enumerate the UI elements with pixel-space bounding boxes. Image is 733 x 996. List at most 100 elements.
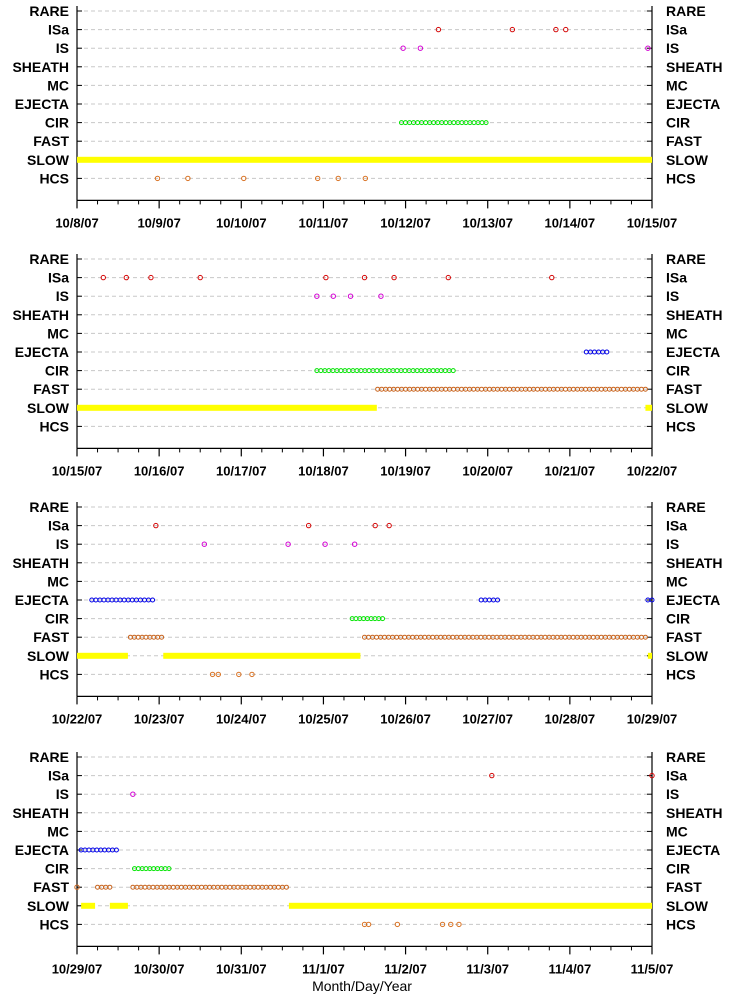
y-label-left-mc: MC — [47, 573, 69, 589]
y-label-right-is: IS — [666, 40, 679, 56]
point-hcs — [249, 671, 255, 678]
y-label-right-cir: CIR — [666, 861, 690, 877]
point-hcs — [241, 175, 247, 182]
y-label-left-rare: RARE — [29, 251, 69, 267]
y-label-right-fast: FAST — [666, 879, 702, 895]
y-label-right-rare: RARE — [666, 3, 706, 19]
y-label-left-mc: MC — [47, 77, 69, 93]
y-label-right-is: IS — [666, 536, 679, 552]
y-label-right-mc: MC — [666, 325, 688, 341]
y-label-right-cir: CIR — [666, 363, 690, 379]
slow-segment — [647, 652, 652, 659]
point-hcs — [448, 921, 454, 928]
y-label-left-ejecta: EJECTA — [15, 96, 69, 112]
series-cir — [132, 866, 172, 872]
slow-segment — [288, 902, 652, 909]
y-label-left-is: IS — [56, 536, 69, 552]
x-tick-label: 11/1/07 — [302, 961, 345, 976]
y-label-right-is: IS — [666, 786, 679, 802]
point-fast — [642, 634, 648, 640]
x-tick-label: 10/17/07 — [216, 463, 267, 478]
point-hcs — [209, 671, 216, 678]
y-label-left-isa: ISa — [48, 22, 69, 38]
y-label-right-hcs: HCS — [666, 916, 696, 932]
point-is — [322, 541, 328, 547]
x-tick-label: 10/25/07 — [298, 711, 349, 726]
y-label-left-isa: ISa — [48, 768, 69, 784]
x-tick-label: 10/31/07 — [216, 961, 267, 976]
point-isa — [549, 274, 555, 281]
y-label-right-isa: ISa — [666, 768, 687, 784]
x-tick-label: 10/22/07 — [52, 711, 103, 726]
y-label-left-rare: RARE — [29, 3, 69, 19]
x-tick-label: 10/11/07 — [298, 215, 348, 230]
point-fast — [74, 884, 80, 890]
y-label-left-cir: CIR — [45, 363, 69, 379]
y-label-left-fast: FAST — [33, 629, 69, 645]
y-label-left-sheath: SHEATH — [12, 59, 69, 75]
y-label-left-fast: FAST — [33, 879, 69, 895]
y-label-left-slow: SLOW — [27, 152, 70, 168]
point-isa — [509, 26, 516, 33]
y-label-right-mc: MC — [666, 573, 688, 589]
point-isa — [100, 274, 106, 281]
point-fast — [562, 386, 568, 392]
point-isa — [489, 772, 495, 779]
y-label-right-is: IS — [666, 288, 679, 304]
series-is — [400, 45, 651, 51]
point-is — [130, 791, 136, 797]
point-hcs — [365, 921, 372, 928]
y-label-right-fast: FAST — [666, 629, 702, 645]
series-hcs — [361, 921, 462, 928]
point-isa — [649, 772, 655, 779]
point-hcs — [456, 921, 462, 928]
point-isa — [305, 522, 312, 529]
point-ejecta — [649, 597, 655, 603]
y-label-right-ejecta: EJECTA — [666, 96, 720, 112]
point-is — [330, 293, 336, 299]
series-isa — [489, 772, 655, 779]
y-label-right-ejecta: EJECTA — [666, 842, 720, 858]
point-hcs — [439, 921, 446, 928]
y-label-right-rare: RARE — [666, 749, 706, 765]
point-isa — [372, 522, 378, 529]
point-fast — [159, 634, 165, 640]
point-fast — [199, 884, 205, 890]
y-label-left-fast: FAST — [33, 133, 69, 149]
point-cir — [450, 368, 456, 374]
y-label-left-hcs: HCS — [39, 170, 69, 186]
y-label-left-slow: SLOW — [27, 400, 70, 416]
point-cir — [483, 120, 489, 126]
x-tick-label: 10/15/07 — [52, 463, 103, 478]
y-label-left-slow: SLOW — [27, 898, 70, 914]
y-label-right-isa: ISa — [666, 270, 687, 286]
x-tick-label: 10/13/07 — [462, 215, 513, 230]
slow-segment — [77, 156, 652, 163]
x-tick-label: 10/21/07 — [545, 463, 596, 478]
point-isa — [445, 274, 451, 281]
series-hcs — [209, 671, 255, 678]
y-label-right-slow: SLOW — [666, 152, 709, 168]
x-tick-label: 11/3/07 — [466, 961, 509, 976]
x-axis-title: Month/Day/Year — [312, 978, 412, 994]
point-isa — [361, 274, 368, 281]
series-slow — [77, 156, 652, 163]
slow-segment — [163, 652, 361, 659]
y-label-left-hcs: HCS — [39, 916, 69, 932]
point-ejecta — [150, 597, 156, 603]
point-cir — [166, 866, 172, 872]
series-slow — [77, 404, 652, 411]
x-tick-label: 10/18/07 — [298, 463, 349, 478]
y-label-left-hcs: HCS — [39, 418, 69, 434]
y-label-right-rare: RARE — [666, 499, 706, 515]
series-cir — [398, 120, 489, 126]
point-hcs — [314, 175, 321, 182]
series-hcs — [154, 175, 369, 182]
series-cir — [349, 616, 386, 622]
x-tick-label: 10/16/07 — [134, 463, 185, 478]
y-label-left-is: IS — [56, 40, 69, 56]
point-is — [378, 293, 384, 299]
y-label-right-mc: MC — [666, 823, 688, 839]
y-label-left-sheath: SHEATH — [12, 805, 69, 821]
y-label-left-ejecta: EJECTA — [15, 592, 69, 608]
